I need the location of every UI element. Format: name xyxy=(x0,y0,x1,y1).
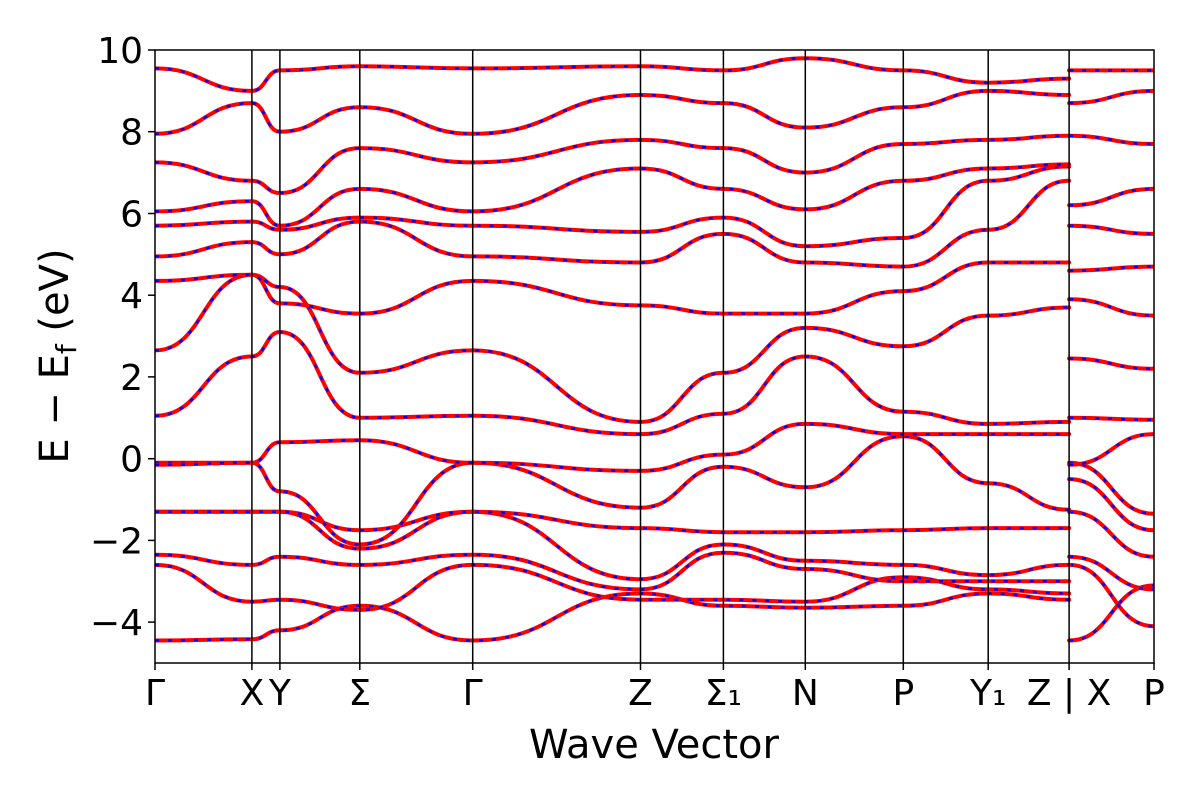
plot-frame xyxy=(154,49,1155,664)
band-line-dashed-13 xyxy=(155,163,1154,227)
band-line-15 xyxy=(155,88,1154,136)
band-line-dashed-16 xyxy=(155,56,1154,93)
band-line-dashed-9 xyxy=(155,273,1154,424)
x-ticks-layer: Γ X Y Σ Γ Z Σ₁ N P Y₁ Z | X P xyxy=(145,663,1165,714)
band-line-dashed-7 xyxy=(155,422,1154,473)
band-line-dashed-2 xyxy=(155,563,1154,628)
y-axis-label-unit: (eV) xyxy=(32,248,78,344)
band-line-dashed-12 xyxy=(155,165,1154,248)
y-ticks-layer: −4 −2 0 2 4 6 8 10 xyxy=(90,31,155,644)
bands-layer xyxy=(155,56,1154,643)
band-line-dashed-11 xyxy=(155,179,1154,272)
x-tick-label: Z xyxy=(628,673,653,714)
x-tick-label: Γ xyxy=(145,673,165,714)
x-axis-label: Wave Vector xyxy=(529,722,780,768)
band-line-dashed-5 xyxy=(155,477,1154,534)
x-tick-label: Σ xyxy=(348,673,371,714)
y-tick-label: 0 xyxy=(120,440,143,481)
kpoint-lines-layer xyxy=(251,50,1070,663)
x-tick-label: Y₁ xyxy=(969,673,1006,714)
x-tick-label: Z | X xyxy=(1027,673,1111,714)
x-tick-label: P xyxy=(1143,673,1165,714)
x-tick-label: X xyxy=(240,673,265,714)
y-axis-label-main: E − E xyxy=(32,354,78,464)
x-tick-label: Σ₁ xyxy=(705,673,742,714)
y-tick-label: 6 xyxy=(120,195,143,236)
y-tick-label: 4 xyxy=(120,276,143,317)
band-line-dashed-8 xyxy=(155,330,1154,436)
band-line-dashed-10 xyxy=(155,261,1154,317)
x-tick-label: N xyxy=(792,673,819,714)
x-tick-label: P xyxy=(892,673,914,714)
y-tick-label: −4 xyxy=(90,603,143,644)
y-tick-label: 8 xyxy=(120,113,143,154)
y-axis-label-subscript: f xyxy=(50,343,83,354)
x-tick-label: Γ xyxy=(463,673,483,714)
y-tick-label: 10 xyxy=(97,31,143,72)
band-line-dashed-3 xyxy=(155,551,1154,591)
band-line-dashed-14 xyxy=(155,134,1154,195)
x-tick-label: Y xyxy=(268,673,292,714)
y-tick-label: 2 xyxy=(120,358,143,399)
y-tick-label: −2 xyxy=(90,521,143,562)
y-axis-label: E − Ef (eV) xyxy=(32,248,83,463)
